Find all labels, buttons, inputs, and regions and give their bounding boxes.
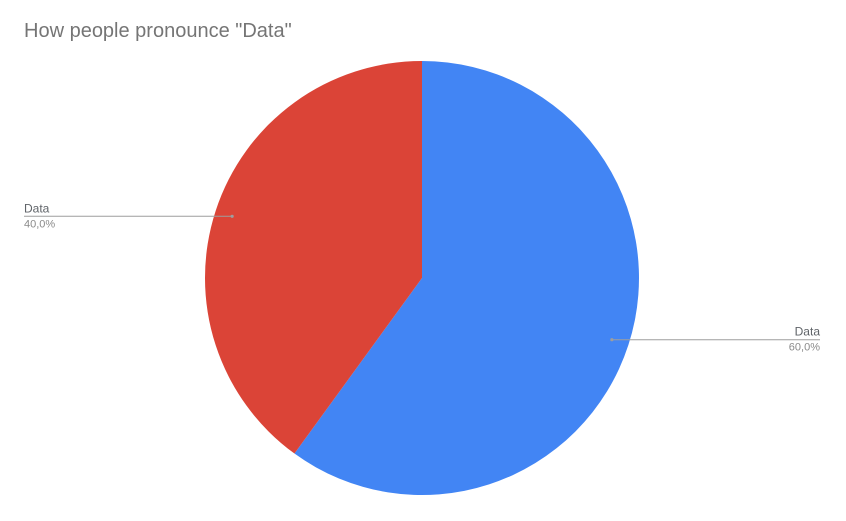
slice-percent-0: 60,0% — [789, 342, 820, 354]
slice-labels: Data 60,0% Data 40,0% — [24, 201, 820, 353]
leader-lines — [24, 214, 820, 342]
leader-dot-1 — [230, 214, 234, 218]
slice-label-1: Data — [24, 201, 50, 215]
slice-percent-1: 40,0% — [24, 218, 55, 230]
chart-title: How people pronounce "Data" — [24, 20, 292, 42]
leader-dot-0 — [610, 338, 614, 342]
pie-slice-0[interactable] — [294, 61, 639, 495]
pie-slice-1[interactable] — [204, 61, 422, 454]
slice-label-0: Data — [795, 325, 821, 339]
pie-slices — [204, 61, 639, 495]
